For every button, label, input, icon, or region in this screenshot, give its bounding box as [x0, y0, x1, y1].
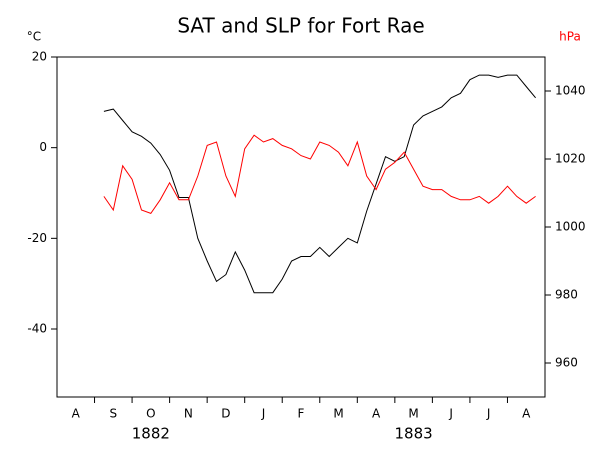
- x-tick-label: J: [448, 407, 453, 421]
- plot-frame: [56, 56, 546, 398]
- series-line: [103, 134, 536, 215]
- y-tick-label: 20: [32, 50, 47, 64]
- x-tick-label: M: [333, 407, 343, 421]
- y-tick-label: 0: [39, 140, 47, 154]
- y-axis-unit: °C: [27, 30, 41, 44]
- chart-title: SAT and SLP for Fort Rae: [177, 14, 424, 38]
- x-tick-label: N: [184, 407, 193, 421]
- y2-tick-label: 1040: [555, 84, 586, 98]
- x-tick-label: F: [298, 407, 305, 421]
- y-tick-label: -20: [27, 231, 47, 245]
- y-tick-label: -40: [27, 322, 47, 336]
- x-tick-label: O: [146, 407, 155, 421]
- x-tick-label: S: [109, 407, 117, 421]
- year-label: 1882: [132, 425, 170, 443]
- x-tick-label: J: [486, 407, 491, 421]
- y2-tick-label: 980: [555, 288, 578, 302]
- y2-tick-label: 960: [555, 356, 578, 370]
- y2-tick-label: 1000: [555, 220, 586, 234]
- x-tick-label: M: [408, 407, 418, 421]
- x-tick-label: J: [261, 407, 266, 421]
- x-tick-label: A: [72, 407, 81, 421]
- x-tick-label: D: [221, 407, 230, 421]
- year-label: 1883: [395, 425, 433, 443]
- y2-tick-label: 1020: [555, 152, 586, 166]
- series-line: [103, 74, 536, 294]
- x-tick-label: A: [372, 407, 381, 421]
- x-tick-label: A: [522, 407, 531, 421]
- y2-axis-unit: hPa: [559, 30, 581, 44]
